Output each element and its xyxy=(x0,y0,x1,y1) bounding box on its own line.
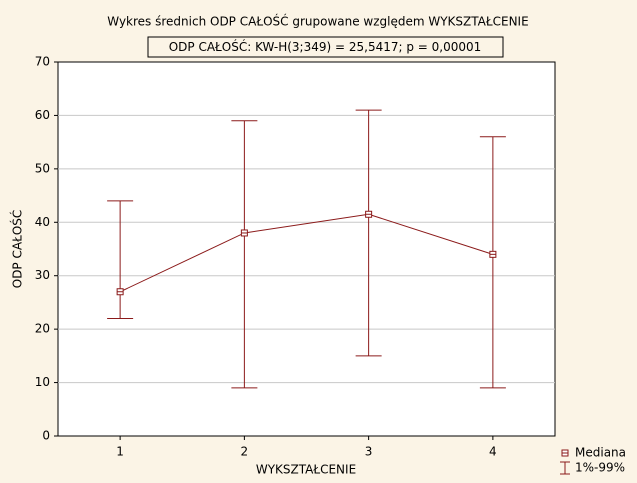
x-tick-label: 1 xyxy=(116,445,124,459)
plot-area xyxy=(57,61,556,437)
x-tick-label: 3 xyxy=(365,445,373,459)
x-tick-label: 2 xyxy=(241,445,249,459)
x-axis-label: WYKSZTAŁCENIE xyxy=(256,463,356,477)
y-axis-label: ODP CAŁOŚĆ xyxy=(10,210,25,289)
whisker xyxy=(107,200,134,319)
chart-subtitle: ODP CAŁOŚĆ: KW-H(3;349) = 25,5417; p = 0… xyxy=(169,39,482,54)
median-line xyxy=(119,213,494,293)
whisker xyxy=(231,120,258,389)
y-tick-label: 20 xyxy=(35,322,50,336)
whisker xyxy=(355,109,382,357)
legend-label: 1%-99% xyxy=(575,461,625,475)
y-tick-label: 60 xyxy=(35,108,50,122)
subtitle-box xyxy=(147,36,504,58)
y-tick-label: 40 xyxy=(35,215,50,229)
x-tick-label: 4 xyxy=(489,445,497,459)
y-tick-label: 0 xyxy=(42,429,50,443)
legend-label: Mediana xyxy=(575,446,626,460)
y-tick-label: 10 xyxy=(35,375,50,389)
y-tick-label: 70 xyxy=(35,55,50,69)
y-tick-label: 30 xyxy=(35,268,50,282)
y-tick-label: 50 xyxy=(35,161,50,175)
chart-title: Wykres średnich ODP CAŁOŚĆ grupowane wzg… xyxy=(107,14,528,29)
whisker xyxy=(479,136,506,389)
